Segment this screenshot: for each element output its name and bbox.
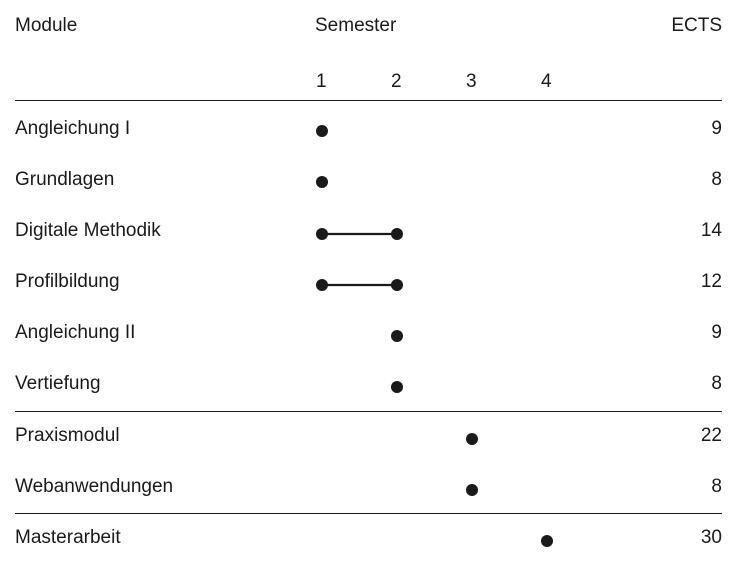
semester-column-header: Semester: [315, 15, 397, 36]
module-column-header: Module: [15, 15, 78, 36]
semester-number-1: 1: [316, 71, 327, 92]
semester-dot: [316, 176, 328, 188]
semester-dot: [316, 228, 328, 240]
module-name: Grundlagen: [15, 169, 115, 190]
module-name: Masterarbeit: [15, 527, 121, 548]
module-ects: 9: [711, 322, 722, 343]
module-ects: 8: [711, 373, 722, 394]
module-ects: 22: [700, 425, 722, 446]
semester-number-4: 4: [541, 71, 552, 92]
module-ects: 30: [700, 527, 722, 548]
ects-column-header: ECTS: [671, 15, 722, 36]
header-divider: [15, 100, 722, 101]
group-divider-1: [15, 411, 722, 412]
semester-dot: [391, 228, 403, 240]
module-name: Webanwendungen: [15, 476, 174, 497]
module-name: Praxismodul: [15, 425, 120, 446]
semester-dot: [391, 330, 403, 342]
semester-number-3: 3: [466, 71, 477, 92]
module-name: Digitale Methodik: [15, 220, 161, 241]
semester-dot: [391, 381, 403, 393]
group-divider-2: [15, 513, 722, 514]
module-ects: 8: [711, 476, 722, 497]
semester-dot: [541, 535, 553, 547]
semester-dot: [466, 433, 478, 445]
module-ects: 9: [711, 118, 722, 139]
module-name: Vertiefung: [15, 373, 101, 394]
semester-dot: [316, 125, 328, 137]
module-ects: 8: [711, 169, 722, 190]
semester-dot: [466, 484, 478, 496]
module-name: Angleichung II: [15, 322, 136, 343]
semester-dot: [391, 279, 403, 291]
semester-number-2: 2: [391, 71, 402, 92]
module-ects: 12: [700, 271, 722, 292]
module-ects: 14: [700, 220, 722, 241]
module-name: Angleichung I: [15, 118, 131, 139]
module-name: Profilbildung: [15, 271, 120, 292]
semester-dot: [316, 279, 328, 291]
